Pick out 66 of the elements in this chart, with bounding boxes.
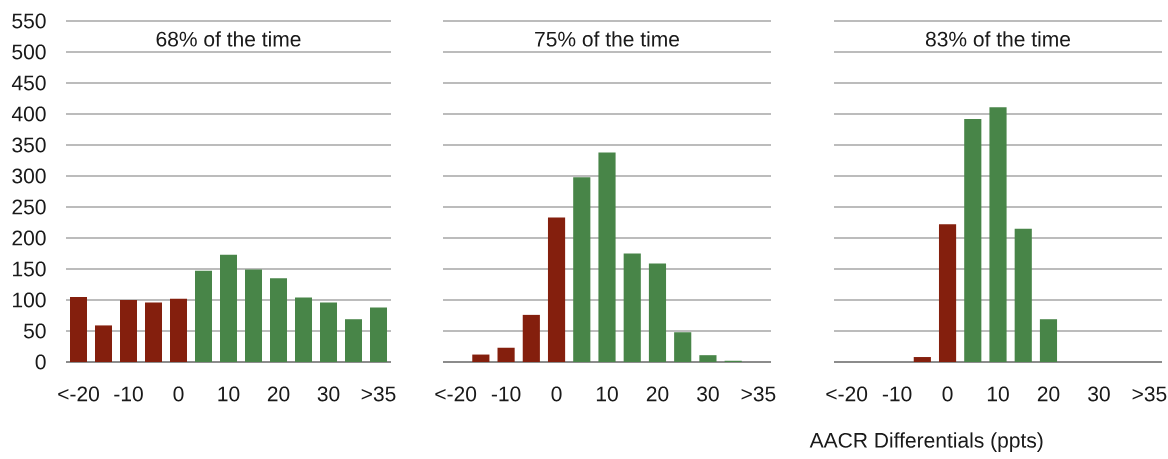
x-tick-label: 0	[173, 386, 184, 402]
x-tick-label: 10	[218, 386, 240, 402]
y-tick-label: 200	[12, 230, 46, 246]
bar	[320, 302, 337, 362]
bar	[195, 270, 212, 362]
bar	[95, 325, 112, 362]
chart-title: 68% of the time	[156, 31, 301, 47]
bar	[220, 254, 237, 362]
bar	[699, 355, 717, 362]
chart-title: 75% of the time	[535, 31, 680, 47]
bar	[345, 319, 362, 362]
bar	[170, 298, 187, 362]
x-tick-label: 20	[1037, 386, 1060, 402]
bar	[964, 118, 982, 362]
bar	[70, 296, 87, 362]
x-tick-label: 20	[646, 386, 669, 402]
bar	[522, 314, 540, 362]
x-tick-label: <-20	[435, 386, 477, 402]
y-tick-label: 250	[12, 199, 46, 215]
bar	[497, 347, 515, 362]
x-tick-label: -10	[114, 386, 143, 402]
x-tick-label: 20	[267, 386, 290, 402]
x-axis-title: AACR Differentials (ppts)	[809, 432, 1043, 452]
bar	[120, 300, 137, 362]
x-tick-label: 0	[942, 386, 953, 402]
bar	[1014, 228, 1032, 362]
bar	[295, 297, 312, 362]
x-tick-label: 10	[596, 386, 618, 402]
x-tick-label: >35	[1132, 386, 1167, 402]
x-tick-label: 10	[987, 386, 1009, 402]
x-tick-label: <-20	[58, 386, 99, 402]
x-tick-label: -10	[882, 386, 912, 402]
y-tick-label: 500	[12, 44, 46, 60]
y-tick-label: 150	[13, 261, 46, 277]
bar	[648, 263, 667, 362]
bar	[270, 278, 287, 362]
bar	[598, 152, 616, 362]
bar	[623, 253, 641, 362]
y-tick-label: 0	[35, 354, 46, 370]
bar	[547, 217, 566, 362]
x-tick-label: 30	[317, 386, 340, 402]
y-tick-label: 100	[13, 292, 46, 308]
y-tick-label: 50	[23, 323, 46, 339]
bar	[913, 357, 931, 362]
y-tick-label: 300	[12, 168, 46, 184]
bar	[938, 224, 957, 362]
x-tick-label: <-20	[826, 386, 868, 402]
bar	[145, 302, 162, 362]
x-tick-label: 0	[551, 386, 562, 402]
y-tick-label: 400	[11, 106, 46, 122]
x-tick-label: 30	[697, 386, 719, 402]
x-tick-label: 30	[1088, 386, 1110, 402]
y-tick-label: 350	[12, 137, 46, 153]
bar	[573, 177, 591, 362]
chart-title: 83% of the time	[925, 31, 1071, 47]
bar	[674, 332, 692, 362]
bar	[989, 107, 1007, 362]
y-tick-label: 450	[11, 75, 46, 91]
x-tick-label: >35	[741, 386, 776, 402]
bar	[370, 307, 387, 362]
x-tick-label: >35	[361, 386, 396, 402]
bar	[245, 269, 262, 362]
x-tick-label: -10	[491, 386, 521, 402]
bar	[1039, 319, 1058, 362]
bar	[472, 354, 490, 362]
y-tick-label: 550	[12, 13, 46, 29]
